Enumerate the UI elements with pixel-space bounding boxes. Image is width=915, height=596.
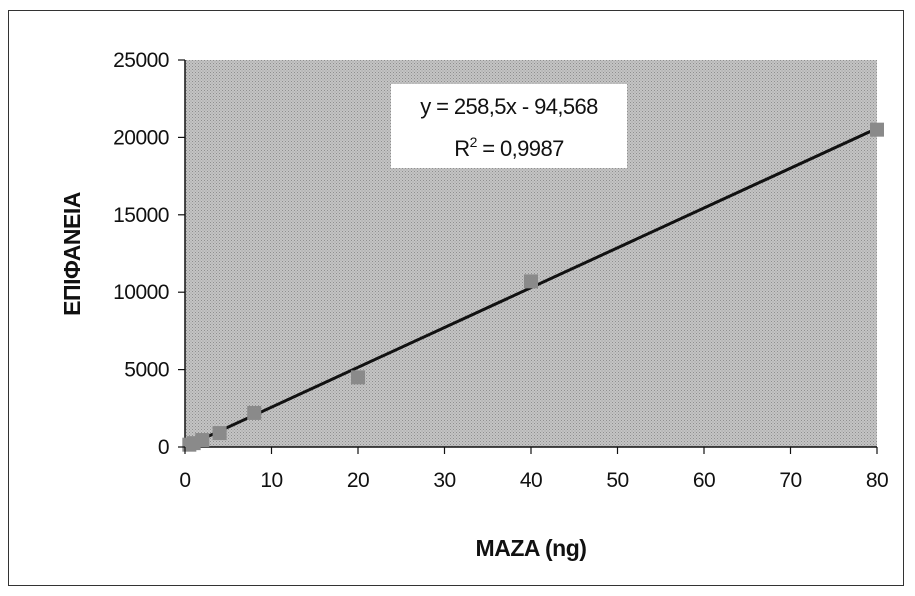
data-point [195,433,210,448]
y-tick-label: 0 [158,436,169,459]
data-point [212,426,227,441]
data-point [870,122,884,137]
y-tick-label: 15000 [113,204,169,227]
x-tick-label: 30 [433,469,455,492]
x-tick-label: 70 [779,469,801,492]
x-tick-labels: 0 10 20 30 40 50 60 70 80 [179,447,889,492]
data-point [524,274,538,289]
data-points [182,122,884,452]
data-point [351,370,365,385]
x-tick-label: 80 [866,469,888,492]
y-axis-title: ΕΠΙΦΑΝΕΙΑ [59,192,85,316]
x-tick-label: 60 [693,469,715,492]
y-tick-labels: 0 5000 10000 15000 20000 25000 [113,49,185,459]
y-tick-label: 10000 [113,281,169,304]
y-tick-label: 25000 [113,49,169,72]
data-point [247,405,262,420]
r-squared: R2 = 0,9987 [454,134,564,161]
y-tick-label: 20000 [113,126,169,149]
equation-box: y = 258,5x - 94,568 R2 = 0,9987 [391,84,627,168]
x-tick-label: 0 [179,469,190,492]
equation-box-bg [391,84,627,168]
x-tick-label: 10 [260,469,282,492]
x-tick-label: 40 [520,469,542,492]
trendline-equation: y = 258,5x - 94,568 [420,94,598,119]
x-tick-label: 50 [606,469,628,492]
y-tick-label: 5000 [124,359,169,382]
x-tick-label: 20 [347,469,369,492]
x-axis-title: MAZA (ng) [476,535,587,561]
